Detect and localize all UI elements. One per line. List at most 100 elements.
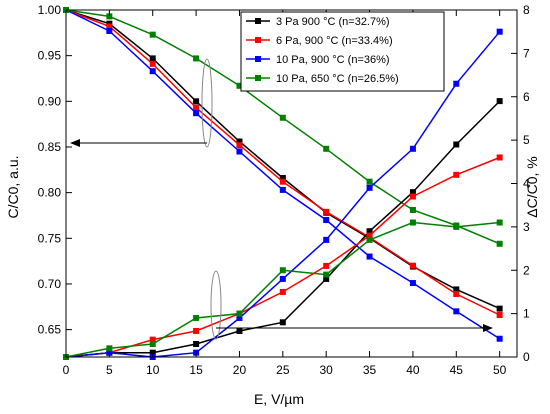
series-1-point-4 <box>236 138 243 145</box>
series-4-point-2 <box>149 31 156 38</box>
series-1-point-5 <box>279 175 286 182</box>
series-3-point-10 <box>496 335 503 342</box>
y-left-tick-label: 0.80 <box>38 186 62 200</box>
series-4-point-10 <box>496 240 503 247</box>
series-8-point-7 <box>366 236 373 243</box>
y-left-tick-label: 1.00 <box>38 3 62 17</box>
legend-item-2: 6 Pa, 900 °C (n=33.4%) <box>246 35 393 47</box>
x-tick-label: 35 <box>363 363 377 377</box>
legend: 3 Pa 900 °C (n=32.7%) 6 Pa, 900 °C (n=33… <box>240 11 445 92</box>
plot-layer <box>63 7 503 360</box>
series-4-point-8 <box>409 206 416 213</box>
series-8-point-5 <box>279 267 286 274</box>
series-1-point-3 <box>193 98 200 105</box>
series-5-point-3 <box>193 340 200 347</box>
series-3-point-5 <box>279 186 286 193</box>
x-tick-label: 10 <box>146 363 160 377</box>
series-5-point-8 <box>409 189 416 196</box>
series-4-point-6 <box>323 145 330 152</box>
series-2-point-8 <box>409 262 416 269</box>
series-5-point-7 <box>366 228 373 235</box>
x-tick-label: 0 <box>63 363 70 377</box>
y-left-tick-label: 0.75 <box>38 231 62 245</box>
series-7-point-9 <box>453 80 460 87</box>
series-8-point-2 <box>149 340 156 347</box>
x-axis-label: E, V/µm <box>254 391 304 407</box>
series-5-point-6 <box>323 275 330 282</box>
series-line-5 <box>65 100 501 358</box>
series-4-point-1 <box>106 13 113 20</box>
series-7-point-4 <box>236 314 243 321</box>
series-8-point-10 <box>496 219 503 226</box>
x-tick-label: 5 <box>106 363 113 377</box>
right-axis-arrowhead <box>483 324 493 332</box>
series-4-point-5 <box>279 114 286 121</box>
y-right-tick-label: 3 <box>523 220 530 234</box>
series-4-point-3 <box>193 55 200 62</box>
series-7-point-6 <box>323 236 330 243</box>
y-left-tick-label: 0.70 <box>38 277 62 291</box>
y-right-tick-label: 6 <box>523 90 530 104</box>
left-group-ellipse <box>201 58 213 148</box>
series-6-point-6 <box>323 262 330 269</box>
series-3-point-2 <box>149 68 156 75</box>
series-3-point-3 <box>193 110 200 117</box>
y-right-tick-label: 8 <box>523 3 530 17</box>
series-6-point-2 <box>149 336 156 343</box>
series-3-point-7 <box>366 253 373 260</box>
legend-label-3: 10 Pa, 900 °C (n=36%) <box>276 54 390 66</box>
series-2-point-9 <box>453 290 460 297</box>
x-tick-label: 15 <box>189 363 203 377</box>
series-2-point-10 <box>496 311 503 318</box>
series-8-point-3 <box>193 314 200 321</box>
series-3-point-4 <box>236 148 243 155</box>
right-group-ellipse <box>210 270 222 340</box>
x-tick-label: 30 <box>320 363 334 377</box>
series-6-point-8 <box>409 193 416 200</box>
series-4-point-4 <box>236 82 243 89</box>
y-right-tick-label: 5 <box>523 133 530 147</box>
series-1-point-2 <box>149 55 156 62</box>
x-tick-label: 40 <box>406 363 420 377</box>
y-right-tick-label: 0 <box>523 350 530 364</box>
series-3-point-6 <box>323 217 330 224</box>
legend-marker-4 <box>255 75 261 81</box>
series-3-point-8 <box>409 280 416 287</box>
left-axis-arrowhead <box>70 139 80 147</box>
legend-label-1: 3 Pa 900 °C (n=32.7%) <box>276 16 390 28</box>
series-8-point-9 <box>453 223 460 230</box>
series-2-point-6 <box>323 208 330 215</box>
series-2-point-3 <box>193 104 200 111</box>
series-3-point-9 <box>453 308 460 315</box>
legend-label-2: 6 Pa, 900 °C (n=33.4%) <box>276 35 393 47</box>
x-tick-label: 25 <box>276 363 290 377</box>
legend-item-4: 10 Pa, 650 °C (n=26.5%) <box>246 73 399 85</box>
x-tick-label: 50 <box>493 363 507 377</box>
series-1-point-9 <box>453 286 460 293</box>
series-7-point-7 <box>366 184 373 191</box>
series-5-point-9 <box>453 141 460 148</box>
x-tick-label: 20 <box>233 363 247 377</box>
series-8-point-6 <box>323 271 330 278</box>
series-2-point-4 <box>236 142 243 149</box>
y-axis-left-label: C/C0, a.u. <box>5 155 21 218</box>
series-6-point-9 <box>453 171 460 178</box>
left-axis-annotation <box>70 58 213 148</box>
y-right-tick-label: 2 <box>523 263 530 277</box>
series-2-point-2 <box>149 60 156 67</box>
axes-layer: 0 5 10 15 20 25 30 35 40 45 500.650.700.750.800.85… <box>38 3 530 377</box>
y-right-tick-label: 1 <box>523 307 530 321</box>
series-6-point-5 <box>279 288 286 295</box>
legend-box <box>240 11 445 92</box>
series-3-point-1 <box>106 28 113 35</box>
series-7-point-10 <box>496 28 503 35</box>
legend-item-3: 10 Pa, 900 °C (n=36%) <box>246 54 390 66</box>
series-5-point-4 <box>236 327 243 334</box>
y-left-tick-label: 0.65 <box>38 323 62 337</box>
y-left-tick-label: 0.95 <box>38 49 62 63</box>
series-6-point-10 <box>496 154 503 161</box>
series-1-point-10 <box>496 305 503 312</box>
series-2-point-1 <box>106 23 113 30</box>
y-left-tick-label: 0.85 <box>38 140 62 154</box>
series-7-point-5 <box>279 275 286 282</box>
